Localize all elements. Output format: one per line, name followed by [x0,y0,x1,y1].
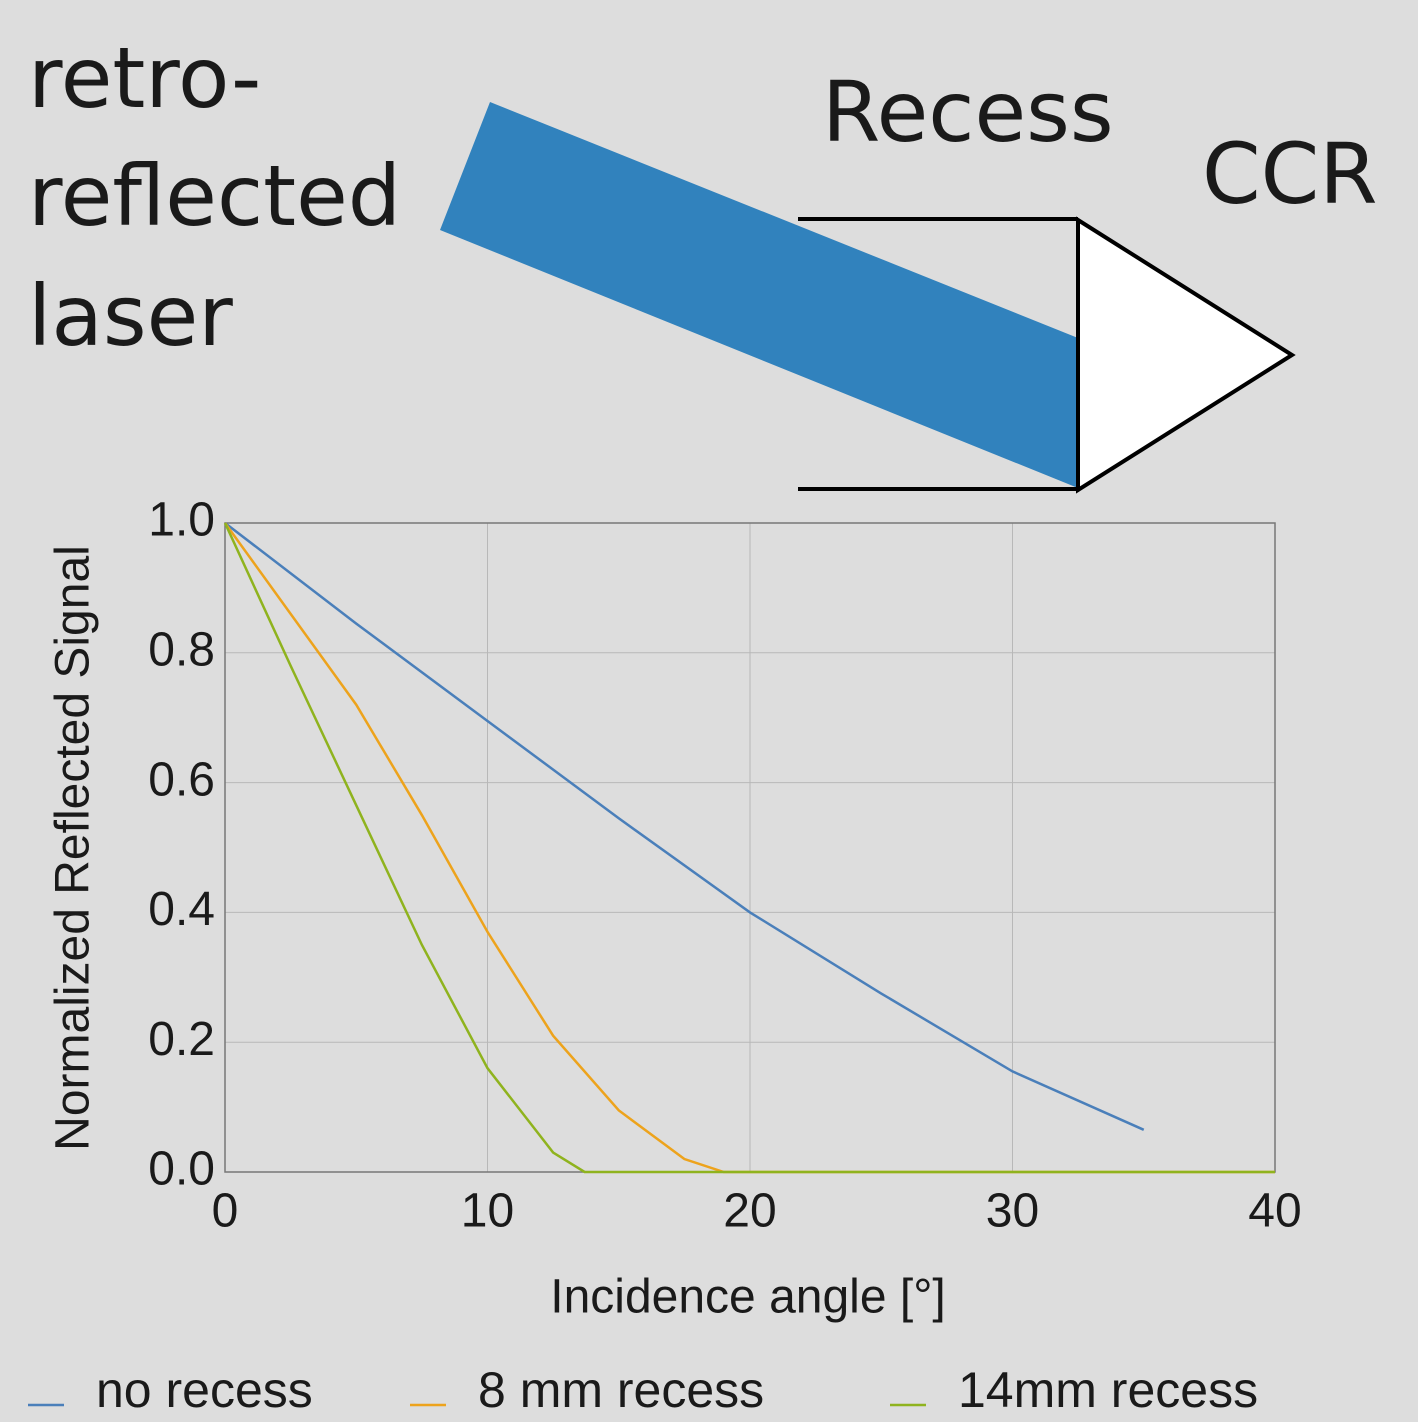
legend-label: 8 mm recess [478,1362,764,1418]
y-tick-label: 0.8 [148,623,215,676]
annotation: laser [28,267,233,365]
y-tick-label: 0.2 [148,1013,215,1066]
x-tick-label: 20 [723,1185,776,1238]
x-tick-label: 30 [986,1185,1039,1238]
y-tick-label: 0.4 [148,883,215,936]
annotation: reflected [28,147,401,245]
annotation: Recess [822,63,1114,161]
y-tick-label: 1.0 [148,494,215,547]
y-tick-label: 0.6 [148,753,215,806]
data-line [223,522,1275,1174]
y-axis-label: Normalized Reflected Signal [47,545,100,1151]
laser-beam [440,102,1078,488]
annotation: retro- [28,29,261,127]
x-tick-label: 0 [212,1185,239,1238]
data-line [224,522,1145,1131]
x-axis-label: Incidence angle [°] [550,1271,945,1324]
ccr-shape [1076,216,1296,494]
y-tick-label: 0.0 [148,1143,215,1196]
legend-label: 14mm recess [958,1362,1258,1418]
x-tick-label: 10 [461,1185,514,1238]
x-tick-label: 40 [1248,1185,1301,1238]
legend-label: no recess [96,1362,313,1418]
annotation: CCR [1202,125,1378,223]
